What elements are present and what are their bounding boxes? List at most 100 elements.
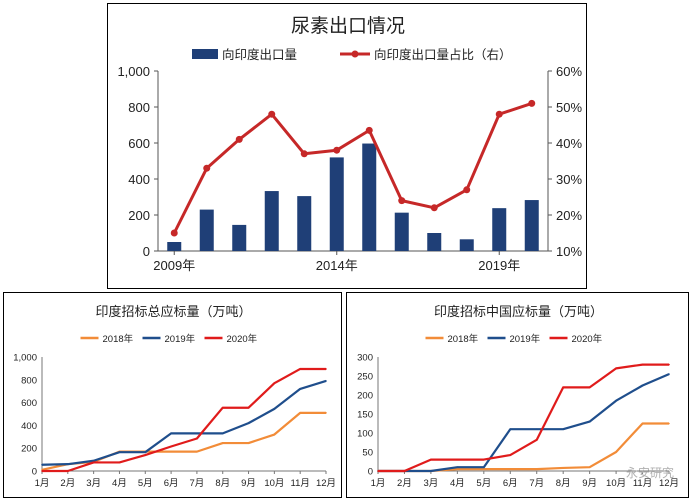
y2-tick-label: 20% <box>556 208 582 223</box>
share-point-2011年 <box>235 135 243 143</box>
series-point-2019年-1月 <box>41 463 43 466</box>
series-point-2019年-9月 <box>247 422 250 424</box>
share-point-2013年 <box>300 150 308 158</box>
y-tick-label: 50 <box>362 448 373 459</box>
x-tick-label: 11月 <box>290 478 309 489</box>
series-point-2020年-11月 <box>641 363 644 366</box>
y-tick-label: 150 <box>357 410 373 421</box>
legend-swatch-bar <box>192 49 218 59</box>
series-point-2019年-12月 <box>668 373 670 375</box>
y-tick-label: 400 <box>128 172 150 187</box>
series-point-2018年-12月 <box>325 412 327 414</box>
bar-2020年 <box>524 200 539 251</box>
x-tick-label: 3月 <box>86 478 101 489</box>
total-bid-chart: 印度招标总应标量（万吨） 2018年 2019年 2020年 0 200 400 600 800… <box>13 304 336 489</box>
series-point-2019年-4月 <box>118 451 121 453</box>
series-point-2020年-12月 <box>325 368 327 370</box>
y-tick-label: 800 <box>128 100 150 115</box>
share-point-2010年 <box>203 164 211 172</box>
bar-2009年 <box>167 242 182 251</box>
bar-2019年 <box>492 208 507 251</box>
series-line-2019年 <box>41 379 327 466</box>
series-point-2018年-6月 <box>509 468 512 470</box>
total-bid-chart-panel: 印度招标总应标量（万吨） 2018年 2019年 2020年 0 200 400 600 800… <box>3 292 342 498</box>
y2-tick-label: 30% <box>556 172 582 187</box>
share-point-2016年 <box>398 197 406 205</box>
bar-2013年 <box>297 196 312 251</box>
y-tick-label: 100 <box>357 429 373 440</box>
series-point-2019年-2月 <box>67 463 69 465</box>
series-point-2019年-8月 <box>221 432 224 435</box>
x-tick-label: 2009年 <box>153 258 195 273</box>
y-tick-label: 300 <box>357 353 373 364</box>
x-tick-label: 1月 <box>35 478 50 489</box>
bar-2014年 <box>329 157 344 251</box>
series-point-2018年-7月 <box>196 450 198 453</box>
china-bid-chart: 印度招标中国应标量（万吨） 2018年 2019年 2020年 0 50 100 150 200… <box>357 304 679 489</box>
series-point-2020年-10月 <box>615 367 617 370</box>
series-point-2020年-12月 <box>668 363 670 366</box>
y-tick-label: 200 <box>357 391 373 402</box>
y-tick-label: 600 <box>128 136 150 151</box>
series-point-2018年-5月 <box>483 468 485 470</box>
x-tick-label: 7月 <box>190 478 205 489</box>
series-point-2019年-3月 <box>430 470 432 472</box>
x-tick-label: 5月 <box>138 478 153 489</box>
series-point-2019年-8月 <box>562 428 564 430</box>
series-point-2019年-11月 <box>299 388 301 390</box>
series-point-2019年-10月 <box>273 408 276 410</box>
series-point-2018年-10月 <box>615 451 617 453</box>
series-point-2020年-10月 <box>273 382 276 385</box>
x-tick-label: 10月 <box>264 478 284 489</box>
y-tick-label: 0 <box>32 467 37 478</box>
series-point-2020年-9月 <box>588 386 591 389</box>
x-tick-label: 4月 <box>112 478 127 489</box>
legend-label-bar: 向印度出口量 <box>222 47 297 62</box>
series-point-2019年-9月 <box>588 420 591 423</box>
x-tick-label: 7月 <box>529 478 544 489</box>
x-tick-label: 2014年 <box>316 258 358 273</box>
y-tick-label: 1,000 <box>117 64 150 79</box>
x-tick-label: 9月 <box>241 478 256 489</box>
series-point-2020年-2月 <box>403 470 406 472</box>
legend-label-2018年: 2018年 <box>103 333 134 345</box>
chart-title: 尿素出口情况 <box>291 15 405 37</box>
series-point-2020年-1月 <box>377 470 379 472</box>
x-tick-label: 6月 <box>503 478 518 489</box>
x-tick-label: 10月 <box>606 478 626 489</box>
series-point-2020年-7月 <box>535 439 538 441</box>
series-point-2019年-5月 <box>144 451 147 453</box>
china-bid-chart-panel: 印度招标中国应标量（万吨） 2018年 2019年 2020年 0 50 100 150 200… <box>346 292 689 498</box>
share-point-2012年 <box>268 110 276 118</box>
series-point-2020年-8月 <box>221 406 224 409</box>
x-tick-label: 1月 <box>371 478 386 489</box>
series-point-2018年-10月 <box>273 433 276 436</box>
series-point-2020年-4月 <box>456 458 459 461</box>
bar-2012年 <box>264 191 279 251</box>
chart-title: 印度招标中国应标量（万吨） <box>434 304 603 320</box>
y2-tick-label: 10% <box>556 244 582 259</box>
series-point-2018年-6月 <box>170 450 172 453</box>
share-point-2017年 <box>430 204 438 212</box>
x-tick-label: 3月 <box>424 478 439 489</box>
series-line-2020年 <box>42 367 326 473</box>
x-tick-label: 11月 <box>633 478 652 489</box>
series-point-2020年-7月 <box>196 437 198 440</box>
x-tick-label: 4月 <box>450 478 465 489</box>
series-point-2019年-12月 <box>325 380 327 382</box>
series-point-2020年-4月 <box>118 461 121 464</box>
share-point-2009年 <box>170 229 178 237</box>
x-tick-label: 8月 <box>556 478 571 489</box>
legend-label-2019年: 2019年 <box>165 333 196 345</box>
chart-title: 印度招标总应标量（万吨） <box>95 304 251 320</box>
series-point-2020年-5月 <box>483 458 485 461</box>
y-tick-label: 250 <box>357 372 373 383</box>
x-tick-label: 2月 <box>397 478 412 489</box>
y-tick-label: 1,000 <box>13 353 37 364</box>
y2-tick-label: 40% <box>556 136 582 151</box>
legend-label-2019年: 2019年 <box>510 333 541 345</box>
series-point-2018年-8月 <box>221 442 224 444</box>
series-point-2018年-7月 <box>535 468 538 470</box>
legend-label-2018年: 2018年 <box>448 333 479 345</box>
series-point-2019年-6月 <box>509 428 512 430</box>
